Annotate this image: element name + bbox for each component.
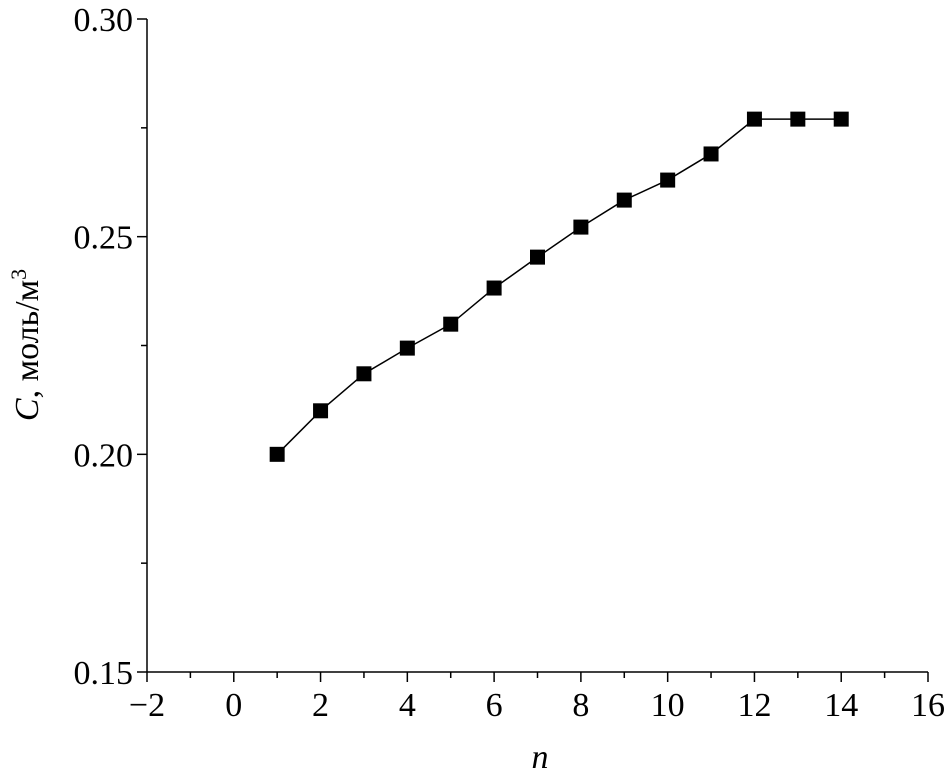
data-marker <box>833 111 849 127</box>
data-marker <box>530 249 545 265</box>
data-line <box>276 118 842 455</box>
x-tick-label: 12 <box>737 687 771 724</box>
y-tick-label: 0.30 <box>74 2 134 39</box>
data-marker <box>313 403 329 419</box>
y-tick-label: 0.15 <box>74 655 134 692</box>
x-tick-label: 16 <box>911 687 945 724</box>
x-tick-label: 0 <box>225 687 242 724</box>
data-marker <box>356 366 372 382</box>
data-marker <box>703 146 719 162</box>
y-label-exponent: 3 <box>6 269 31 280</box>
x-tick-label: 8 <box>572 687 589 724</box>
data-marker <box>486 280 502 296</box>
y-axis-label: C, моль/м3 <box>6 269 46 421</box>
y-label-symbol: C <box>9 398 46 421</box>
data-marker <box>399 340 415 356</box>
data-marker <box>443 316 459 332</box>
y-tick-label: 0.20 <box>74 437 134 474</box>
x-tick-label: 2 <box>312 687 329 724</box>
x-tick-label: 14 <box>824 687 858 724</box>
data-marker <box>660 172 676 188</box>
data-marker <box>746 111 762 127</box>
data-marker <box>790 111 806 127</box>
x-tick-label: −2 <box>129 687 165 724</box>
x-tick-label: 6 <box>486 687 503 724</box>
x-tick-label: 10 <box>651 687 685 724</box>
data-marker <box>269 446 285 462</box>
data-marker <box>573 219 589 235</box>
data-marker <box>616 192 632 208</box>
x-axis-label: n <box>532 739 549 776</box>
y-tick-label: 0.25 <box>74 220 134 257</box>
y-label-unit: , моль/м <box>9 280 46 399</box>
x-tick-label: 4 <box>399 687 416 724</box>
